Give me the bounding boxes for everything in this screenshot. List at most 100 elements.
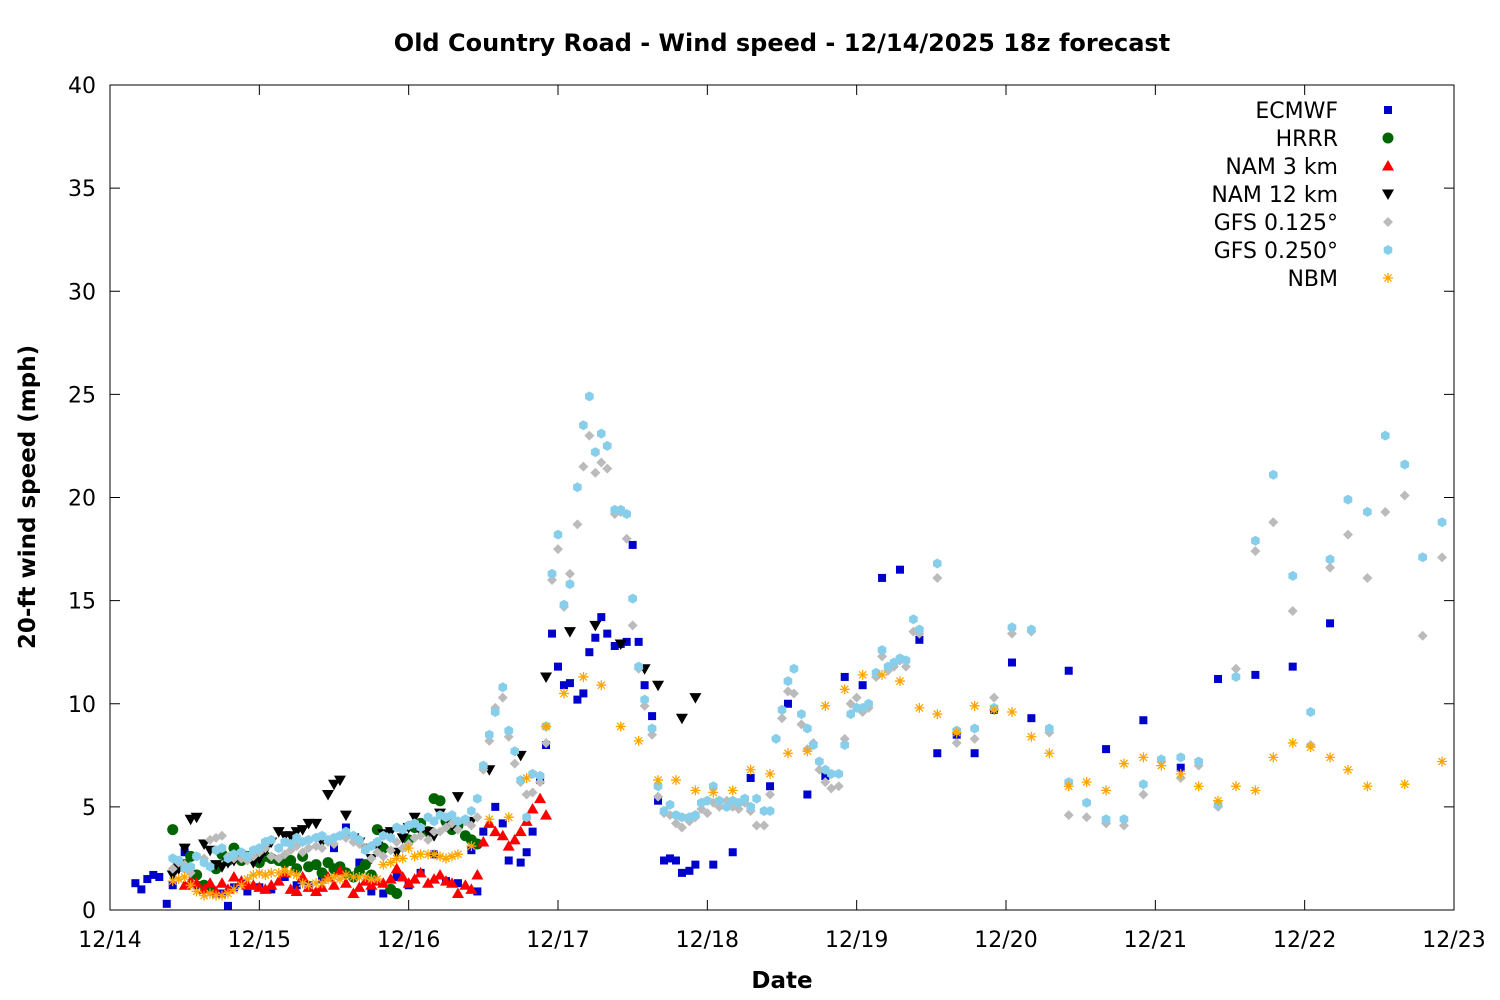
data-point	[777, 704, 787, 715]
data-point	[670, 775, 681, 786]
data-point	[675, 713, 688, 725]
y-tick-label: 10	[68, 693, 96, 718]
x-axis-title: Date	[751, 968, 812, 994]
x-tick-label: 12/19	[825, 928, 888, 953]
data-point	[820, 700, 831, 711]
data-point	[528, 768, 537, 779]
legend-marker	[1383, 273, 1393, 283]
data-point	[541, 721, 552, 732]
data-point	[535, 770, 545, 781]
legend-label: HRRR	[1276, 127, 1338, 152]
data-point	[198, 839, 211, 850]
data-point	[634, 637, 643, 646]
y-axis: 0 5 10 15 20 25 30 35 40	[68, 74, 1454, 924]
data-point	[174, 855, 183, 866]
data-point	[403, 843, 414, 854]
series-ecmwf	[131, 540, 1335, 910]
data-point	[970, 723, 979, 734]
data-point	[366, 853, 377, 864]
data-point	[477, 835, 490, 847]
data-point	[272, 827, 285, 838]
data-point	[227, 871, 240, 882]
data-point	[1269, 469, 1278, 480]
data-point	[504, 856, 513, 865]
data-point	[1064, 666, 1073, 675]
data-point	[628, 593, 637, 604]
data-point	[877, 669, 888, 680]
data-point	[429, 816, 439, 827]
data-point	[690, 785, 701, 796]
data-point	[355, 858, 364, 867]
data-point	[317, 843, 328, 854]
data-point	[783, 699, 792, 708]
data-point	[628, 540, 637, 549]
data-point	[826, 768, 836, 779]
data-point	[554, 662, 562, 671]
data-point	[579, 420, 588, 431]
data-point	[397, 853, 408, 864]
data-point	[378, 830, 388, 841]
data-point	[1119, 814, 1129, 825]
data-point	[627, 620, 638, 631]
data-point	[572, 519, 583, 530]
data-point	[591, 633, 600, 642]
data-point	[259, 883, 272, 894]
data-point	[415, 830, 426, 841]
data-point	[435, 851, 446, 862]
data-point	[162, 899, 171, 908]
data-point	[429, 849, 440, 860]
data-point	[303, 843, 314, 854]
data-point	[857, 669, 868, 680]
data-point	[396, 871, 409, 882]
data-point	[279, 849, 290, 860]
data-point	[1250, 785, 1261, 796]
data-point	[522, 848, 531, 857]
data-point	[286, 839, 295, 849]
data-point	[746, 774, 755, 782]
data-point	[1231, 671, 1241, 682]
data-point	[373, 836, 382, 847]
data-point	[137, 885, 146, 894]
data-point	[434, 868, 447, 880]
data-point	[565, 679, 574, 688]
legend-item: NAM 12 km	[1211, 183, 1394, 208]
data-point	[242, 874, 253, 885]
data-point	[809, 740, 818, 750]
data-point	[167, 863, 178, 874]
data-point	[685, 866, 694, 875]
data-point	[479, 827, 488, 836]
data-point	[328, 779, 340, 791]
data-point	[722, 801, 732, 812]
data-point	[703, 795, 712, 806]
data-point	[290, 885, 303, 896]
data-point	[851, 692, 862, 703]
data-point	[291, 869, 302, 880]
data-point	[834, 768, 844, 779]
data-point	[535, 777, 546, 788]
data-point	[514, 825, 527, 837]
data-point	[217, 843, 227, 854]
data-point	[591, 447, 600, 458]
data-point	[466, 820, 477, 831]
data-point	[484, 735, 495, 746]
x-tick-label: 12/20	[974, 928, 1037, 953]
data-point	[199, 890, 210, 901]
data-point	[751, 820, 762, 831]
data-point	[634, 661, 643, 672]
data-point	[727, 785, 738, 796]
data-point	[415, 849, 426, 860]
data-point	[205, 861, 215, 872]
y-tick-label: 30	[68, 280, 96, 305]
data-point	[1381, 430, 1390, 441]
data-point	[933, 749, 942, 758]
data-point	[1156, 760, 1167, 771]
data-point	[451, 887, 464, 898]
data-point	[1362, 572, 1373, 583]
data-point	[392, 873, 401, 881]
x-tick-label: 12/15	[228, 928, 291, 953]
data-point	[243, 887, 252, 896]
data-point	[894, 676, 905, 687]
data-point	[1287, 737, 1298, 748]
x-tick-label: 12/14	[78, 928, 141, 953]
legend-label: GFS 0.125°	[1214, 211, 1338, 236]
